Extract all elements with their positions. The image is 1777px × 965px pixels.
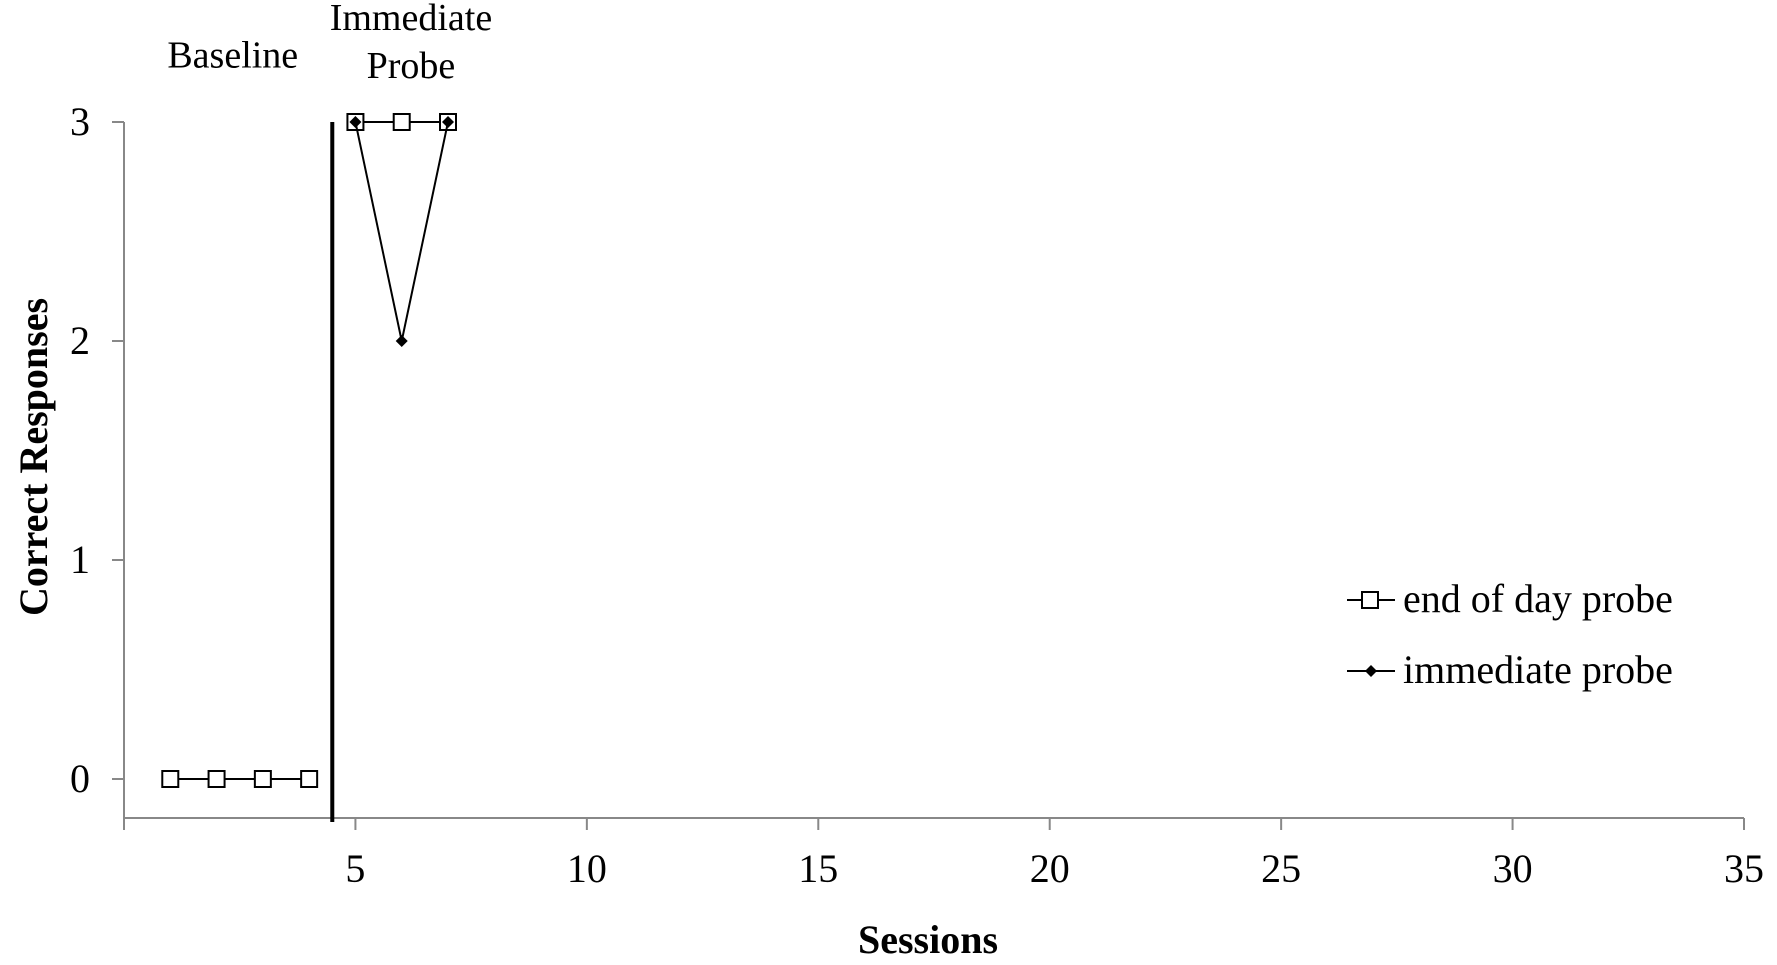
legend-open-square-icon <box>1361 591 1379 609</box>
phase-label: Probe <box>367 45 456 87</box>
x-tick-label: 30 <box>1493 846 1533 891</box>
y-axis-title: Correct Responses <box>11 298 56 616</box>
legend-item-immediate-probe: immediate probe <box>1347 647 1673 692</box>
legend: end of day probe immediate probe <box>1347 576 1673 692</box>
data-point-diamond <box>395 335 408 347</box>
y-tick-label: 2 <box>70 318 90 363</box>
phase-label: Baseline <box>167 34 298 76</box>
data-point-square <box>300 770 319 788</box>
y-tick-label: 1 <box>70 537 90 582</box>
x-tick-label: 35 <box>1724 846 1764 891</box>
x-tick-label: 20 <box>1030 846 1070 891</box>
series-end-of-day-probe <box>161 113 457 788</box>
x-tick-label: 5 <box>345 846 365 891</box>
data-point-diamond <box>349 116 362 128</box>
series-layer <box>161 113 457 788</box>
legend-label-immediate-probe: immediate probe <box>1403 647 1673 692</box>
series-immediate-probe <box>349 116 454 347</box>
x-tick-label: 25 <box>1261 846 1301 891</box>
x-axis-title: Sessions <box>858 917 998 962</box>
x-tick-label: 15 <box>798 846 838 891</box>
x-tick-label: 10 <box>567 846 607 891</box>
data-point-square <box>207 770 226 788</box>
data-point-square <box>161 770 180 788</box>
axes <box>123 122 1744 819</box>
legend-filled-diamond-icon <box>1365 665 1377 677</box>
legend-item-end-of-day-probe: end of day probe <box>1347 576 1673 621</box>
series-line <box>354 121 449 342</box>
data-point-diamond <box>442 116 454 128</box>
legend-label-end-of-day-probe: end of day probe <box>1403 576 1673 621</box>
data-point-square <box>253 770 272 788</box>
y-tick-label: 3 <box>70 99 90 144</box>
phase-label: Immediate <box>330 0 492 39</box>
phase-annotations: Baseline Immediate Probe <box>167 0 492 822</box>
y-tick-label: 0 <box>70 756 90 801</box>
data-point-square <box>392 113 411 131</box>
